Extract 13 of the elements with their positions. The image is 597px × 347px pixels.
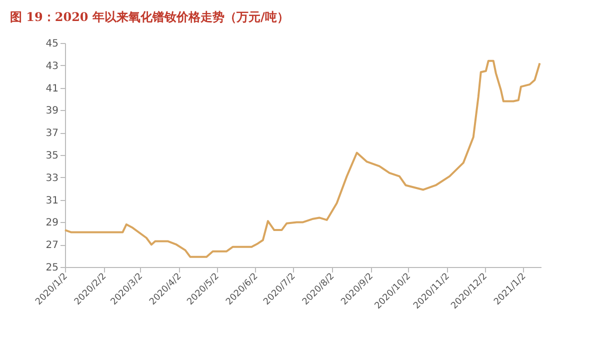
- y-tick-label: 29: [46, 218, 58, 229]
- y-tick-label: 43: [46, 60, 58, 72]
- y-tick-label: 31: [46, 195, 58, 206]
- y-tick-label: 27: [46, 240, 58, 252]
- y-tick-label: 35: [46, 150, 58, 162]
- y-tick-label: 25: [46, 262, 58, 274]
- y-tick-label: 37: [46, 128, 58, 140]
- y-tick-label: 39: [46, 106, 58, 117]
- y-tick-label: 45: [46, 38, 58, 50]
- y-tick-label: 41: [46, 83, 58, 94]
- line-series: [64, 60, 541, 258]
- chart-title: 图 19：2020 年以来氧化镨钕价格走势（万元/吨）: [10, 10, 289, 24]
- y-tick-label: 33: [46, 172, 58, 184]
